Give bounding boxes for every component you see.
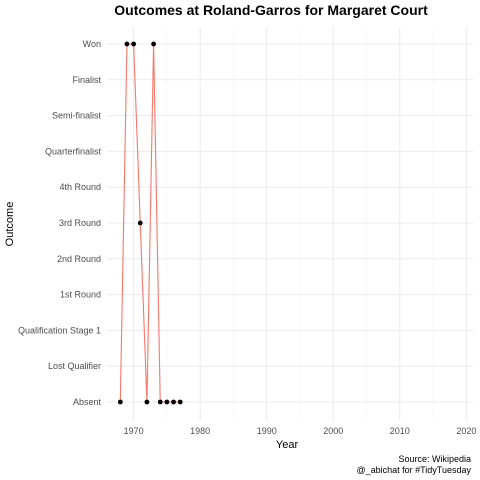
y-tick-label-2nd-round: 2nd Round (57, 254, 101, 264)
y-tick-label-quarterfinalist: Quarterfinalist (45, 146, 102, 156)
x-tick-label-2000: 2000 (323, 426, 343, 436)
y-tick-label-absent: Absent (73, 397, 102, 407)
data-point-1976 (171, 399, 176, 405)
data-point-1969 (124, 41, 130, 47)
data-point-1968 (117, 399, 123, 405)
y-tick-label-won: Won (83, 39, 101, 49)
data-point-1972 (144, 399, 150, 405)
data-point-1971 (137, 220, 143, 226)
x-tick-label-1970: 1970 (124, 426, 144, 436)
series-polyline (119, 43, 181, 403)
y-tick-label-4th-round: 4th Round (59, 182, 101, 192)
chart-title: Outcomes at Roland-Garros for Margaret C… (114, 2, 428, 18)
x-tick-label-1990: 1990 (257, 426, 277, 436)
data-point-1975 (164, 399, 170, 405)
x-tick-labels: 1970 1980 1990 2000 2010 2020 (124, 426, 477, 436)
series-line (119, 43, 181, 403)
data-point-1970 (131, 41, 137, 47)
x-tick-label-2010: 2010 (390, 426, 410, 436)
x-tick-label-1980: 1980 (190, 426, 210, 436)
grid (107, 27, 473, 421)
y-tick-labels: Absent Lost Qualifier Qualification Stage … (18, 39, 102, 407)
y-tick-label-semi-finalist: Semi-finalist (52, 111, 102, 121)
caption-line-1: Source: Wikipedia (398, 454, 471, 464)
y-tick-label-qualification-stage-1: Qualification Stage 1 (18, 325, 101, 335)
data-point-1974 (157, 399, 163, 405)
y-tick-label-lost-qualifier: Lost Qualifier (48, 361, 101, 371)
x-tick-label-2020: 2020 (456, 426, 476, 436)
data-point-1977 (177, 399, 183, 405)
y-tick-label-3rd-round: 3rd Round (59, 218, 101, 228)
x-axis-title: Year (276, 439, 299, 451)
y-tick-label-finalist: Finalist (72, 75, 101, 85)
y-axis-title: Outcome (4, 202, 16, 247)
data-points (117, 41, 183, 405)
y-tick-label-1st-round: 1st Round (60, 290, 101, 300)
data-point-1973 (151, 41, 156, 47)
caption-line-2: @_abichat for #TidyTuesday (356, 465, 471, 475)
